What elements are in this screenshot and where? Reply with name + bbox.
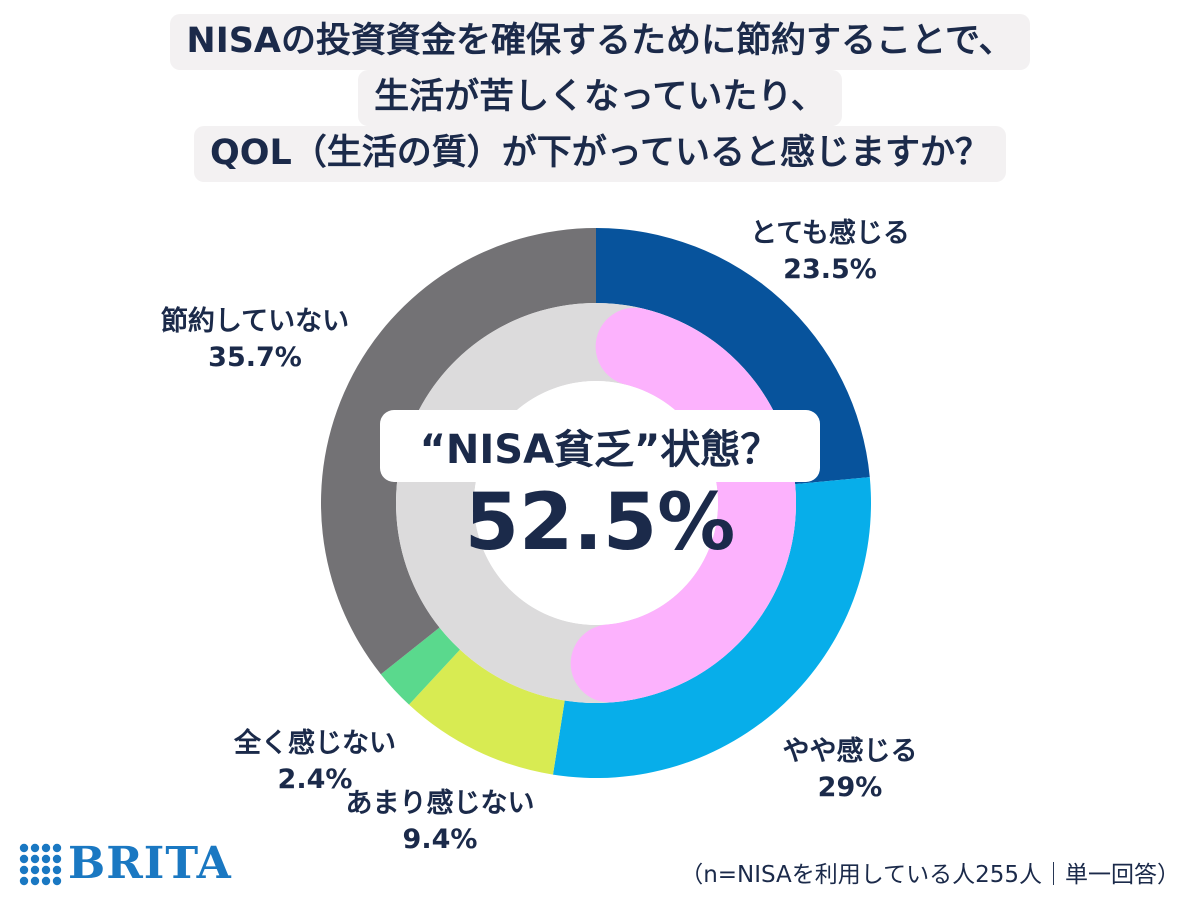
label-somewhat: やや感じる 29% bbox=[745, 734, 955, 806]
pie-slice-3 bbox=[380, 627, 461, 705]
label-not-saving-category: 節約していない bbox=[160, 306, 350, 337]
pie-slice-4 bbox=[320, 227, 596, 675]
sample-note: （n=NISAを利用している人255人｜単一回答） bbox=[680, 862, 1180, 888]
label-somewhat-category: やや感じる bbox=[782, 736, 918, 767]
label-very-much-category: とても感じる bbox=[750, 218, 910, 249]
title-line-3: QOL（生活の質）が下がっていると感じますか？ bbox=[193, 126, 1007, 182]
center-value: 52.5% bbox=[464, 478, 736, 568]
brita-dots-icon bbox=[19, 843, 62, 886]
pie-slice-1 bbox=[552, 477, 871, 779]
label-not-saving-value: 35.7% bbox=[208, 342, 302, 373]
label-not-much-category: あまり感じない bbox=[345, 788, 535, 819]
inner-ring-highlight bbox=[570, 307, 796, 703]
brita-wordmark: BRITA bbox=[68, 838, 232, 889]
pie-slice-2 bbox=[409, 649, 565, 775]
label-not-saving: 節約していない 35.7% bbox=[135, 304, 375, 376]
label-not-at-all: 全く感じない 2.4% bbox=[200, 726, 430, 798]
label-very-much-value: 23.5% bbox=[783, 254, 877, 285]
label-not-much: あまり感じない 9.4% bbox=[320, 786, 560, 858]
title-line-2: 生活が苦しくなっていたり、 bbox=[358, 70, 842, 126]
brita-logo: BRITA bbox=[18, 842, 232, 886]
chart-title: NISAの投資資金を確保するために節約することで、 生活が苦しくなっていたり、 … bbox=[0, 14, 1200, 182]
label-very-much: とても感じる 23.5% bbox=[715, 216, 945, 288]
label-not-at-all-category: 全く感じない bbox=[234, 728, 396, 759]
label-not-much-value: 9.4% bbox=[402, 824, 478, 855]
title-line-1: NISAの投資資金を確保するために節約することで、 bbox=[170, 14, 1030, 70]
label-somewhat-value: 29% bbox=[817, 772, 883, 803]
center-label: “NISA貧乏”状態？ bbox=[380, 410, 820, 482]
label-not-at-all-value: 2.4% bbox=[277, 764, 353, 795]
